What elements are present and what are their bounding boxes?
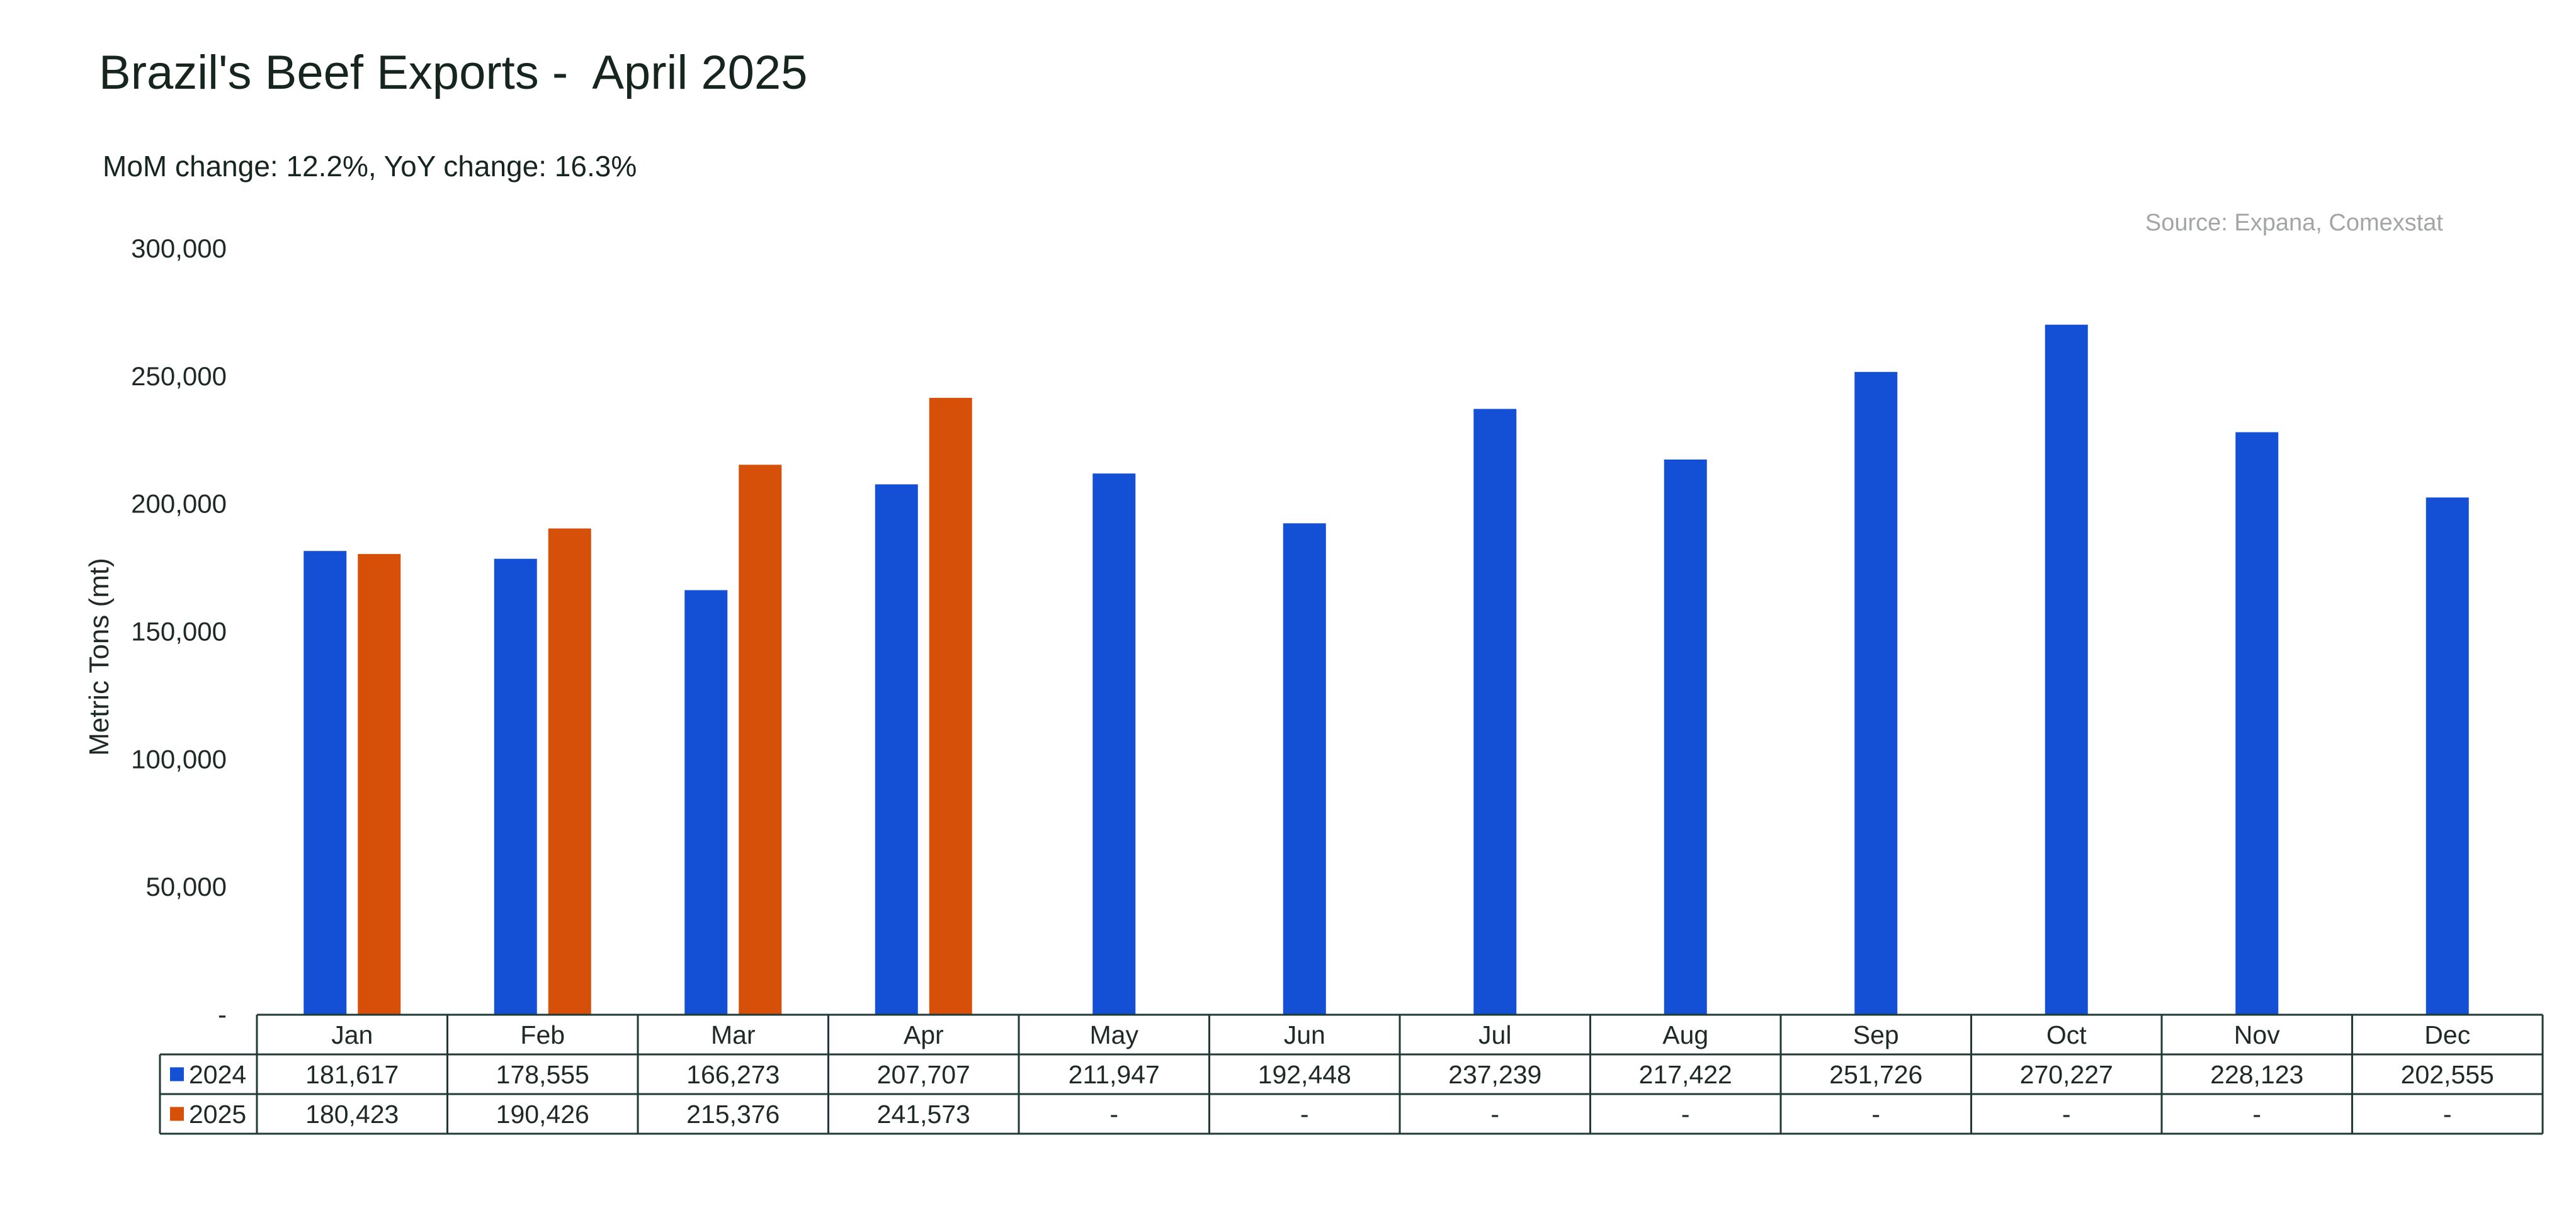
category-label: Mar [711, 1020, 756, 1049]
category-label: Dec [2424, 1020, 2470, 1049]
table-cell-2025: 241,573 [877, 1100, 970, 1129]
source-note: Source: Expana, Comexstat [2145, 210, 2443, 236]
y-axis-title: Metric Tons (mt) [84, 558, 115, 756]
table-cell-2024: 192,448 [1258, 1060, 1351, 1089]
y-tick-label: 150,000 [131, 617, 227, 646]
chart-subtitle: MoM change: 12.2%, YoY change: 16.3% [103, 150, 637, 183]
table-cell-2024: 217,422 [1639, 1060, 1732, 1089]
table-cell-2025: - [1871, 1100, 1880, 1129]
table-cell-2024: 202,555 [2401, 1060, 2494, 1089]
table-cell-2024: 207,707 [877, 1060, 970, 1089]
category-label: May [1090, 1020, 1139, 1049]
table-cell-2025: 190,426 [496, 1100, 589, 1129]
y-tick-label: 250,000 [131, 361, 227, 391]
bar-2024-mar [684, 590, 728, 1015]
bar-2024-jun [1283, 523, 1326, 1015]
bar-2024-jul [1473, 409, 1517, 1015]
table-cell-2025: - [1300, 1100, 1309, 1129]
bar-2024-aug [1664, 459, 1707, 1015]
bar-2025-jan [358, 554, 401, 1015]
bars [304, 324, 2469, 1015]
bar-2025-apr [929, 398, 972, 1015]
table-cell-2025: - [2443, 1100, 2452, 1129]
category-label: Oct [2046, 1020, 2087, 1049]
table-cell-2024: 270,227 [2020, 1060, 2113, 1089]
category-label: Jul [1478, 1020, 1511, 1049]
table-cell-2025: - [2252, 1100, 2261, 1129]
table-cell-2025: - [2062, 1100, 2071, 1129]
y-tick-label: 100,000 [131, 744, 227, 774]
bar-2024-nov [2235, 432, 2279, 1015]
y-axis: - 50,000 100,000 150,000 200,000 250,000 300,0… [84, 234, 227, 1029]
legend-label-2024: 2024 [189, 1060, 246, 1089]
table-cell-2024: 228,123 [2210, 1060, 2303, 1089]
bar-2024-feb [494, 558, 537, 1015]
table-cell-2024: 211,947 [1069, 1060, 1160, 1089]
y-tick-label: 50,000 [146, 872, 227, 901]
category-label: Nov [2234, 1020, 2280, 1049]
table-cell-2024: 237,239 [1448, 1060, 1541, 1089]
bar-2025-mar [739, 465, 782, 1015]
legend-label-2025: 2025 [189, 1100, 246, 1129]
y-tick-label: 300,000 [131, 234, 227, 263]
bar-2024-apr [875, 484, 918, 1015]
category-label: Aug [1662, 1020, 1708, 1049]
bar-2024-oct [2045, 324, 2088, 1015]
table-cell-2025: - [1109, 1100, 1118, 1129]
table-cell-2024: 251,726 [1829, 1060, 1922, 1089]
category-label: Feb [520, 1020, 565, 1049]
chart-title: Brazil's Beef Exports - April 2025 [99, 46, 808, 99]
category-label: Jan [331, 1020, 373, 1049]
table-cell-2025: 215,376 [686, 1100, 780, 1129]
bar-2024-may [1092, 473, 1136, 1015]
bar-2025-feb [548, 528, 591, 1015]
category-label: Jun [1284, 1020, 1325, 1049]
category-label: Apr [904, 1020, 944, 1049]
bar-2024-jan [304, 551, 347, 1015]
y-tick-label: 200,000 [131, 489, 227, 519]
y-tick-label: - [218, 1000, 227, 1029]
legend-swatch-2024 [170, 1067, 184, 1081]
table-cell-2024: 181,617 [305, 1060, 399, 1089]
category-label: Sep [1853, 1020, 1899, 1049]
bar-2024-sep [1854, 371, 1898, 1015]
legend-swatch-2025 [170, 1107, 184, 1121]
table-cell-2024: 178,555 [496, 1060, 589, 1089]
table-cell-2025: - [1490, 1100, 1499, 1129]
table-cell-2025: - [1681, 1100, 1690, 1129]
bar-2024-dec [2426, 497, 2469, 1015]
table-cell-2025: 180,423 [305, 1100, 399, 1129]
table-cell-2024: 166,273 [686, 1060, 780, 1089]
data-table: Jan Feb Mar Apr May Jun Jul Aug Sep Oct Nov Dec 2024… [159, 1013, 2544, 1135]
